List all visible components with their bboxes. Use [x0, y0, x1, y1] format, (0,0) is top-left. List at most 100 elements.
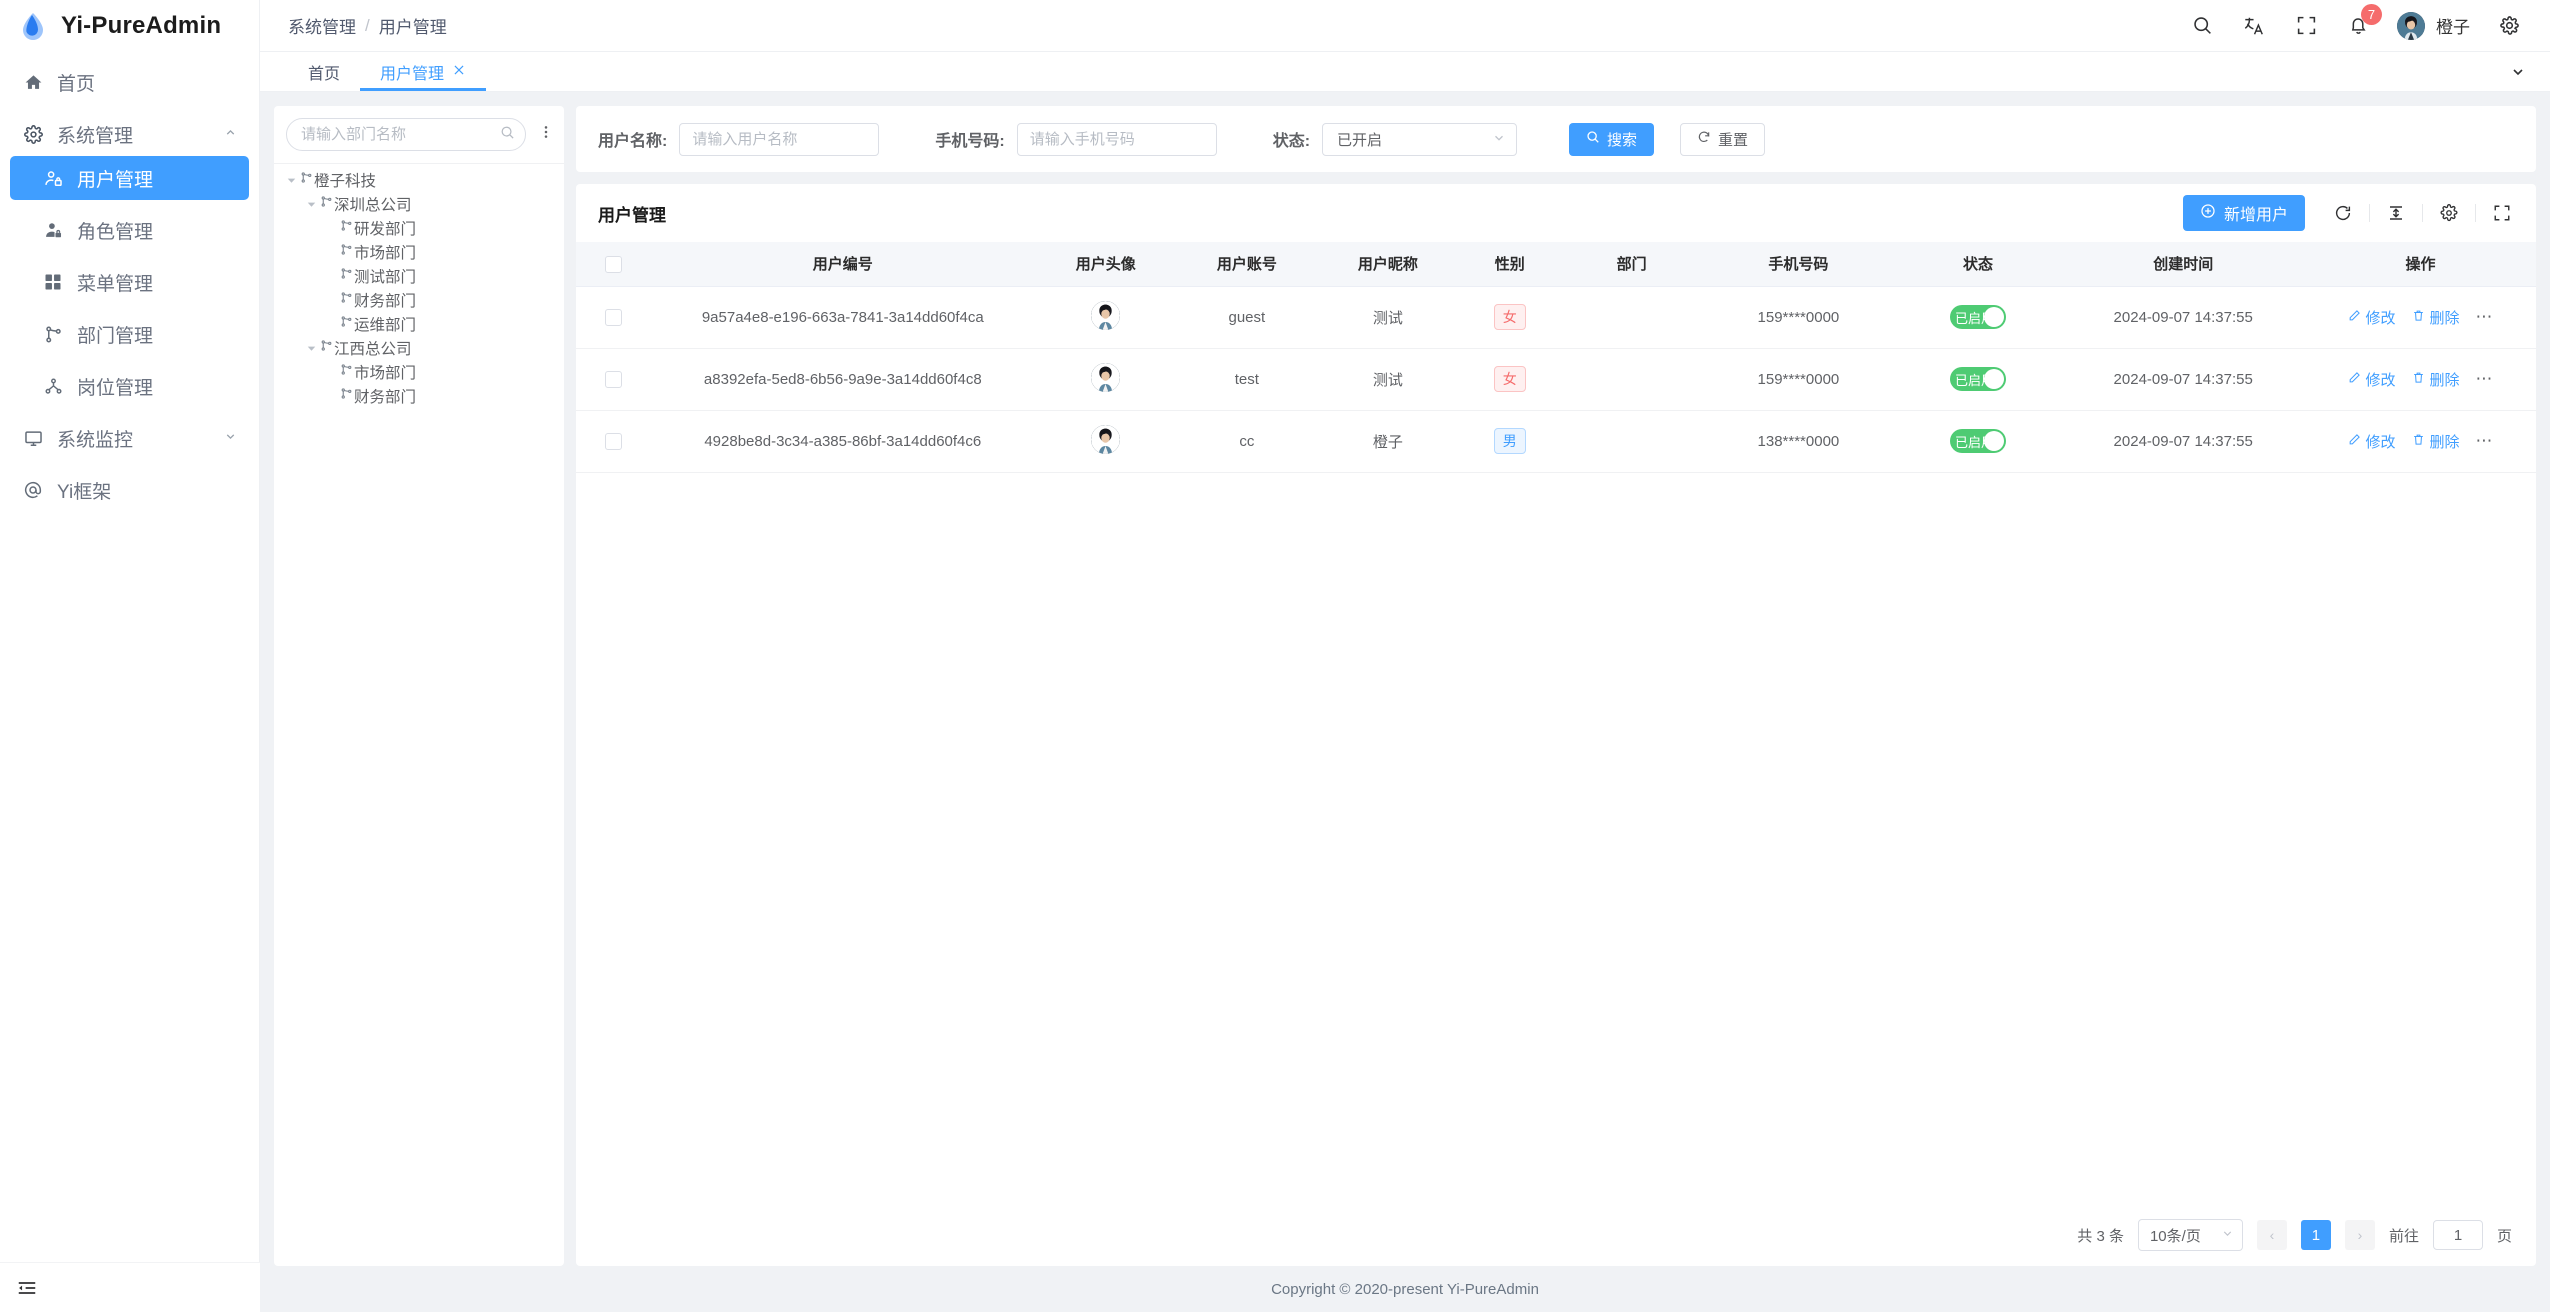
- sidebar-item-monitor[interactable]: 系统监控: [0, 416, 259, 460]
- sidebar-item-menu-management[interactable]: 菜单管理: [0, 260, 259, 304]
- status-toggle[interactable]: 已启用: [1949, 367, 2006, 391]
- th-phone[interactable]: 手机号码: [1702, 242, 1895, 287]
- sidebar-item-system[interactable]: 系统管理: [0, 112, 259, 156]
- row-select-cell: [576, 348, 651, 411]
- tree-node[interactable]: 江西总公司: [274, 338, 564, 358]
- prev-page-button[interactable]: ‹: [2256, 1220, 2287, 1250]
- filter-phone-label: 手机号码:: [935, 133, 1005, 150]
- sidebar-item-label: Yi框架: [57, 481, 112, 503]
- breadcrumb-item-parent[interactable]: 系统管理: [288, 18, 356, 37]
- tab-user-management[interactable]: 用户管理: [360, 52, 487, 91]
- fullscreen-icon[interactable]: [2293, 13, 2319, 39]
- cell-phone: 159****0000: [1702, 348, 1895, 411]
- th-account[interactable]: 用户账号: [1176, 242, 1318, 287]
- tree-node[interactable]: 财务部门: [274, 386, 564, 406]
- bell-icon[interactable]: 7: [2345, 3, 2382, 39]
- delete-label: 删除: [2429, 371, 2460, 389]
- status-toggle[interactable]: 已启用: [1949, 429, 2006, 453]
- edit-button[interactable]: 修改: [2348, 431, 2396, 452]
- phone-field[interactable]: [1029, 130, 1204, 148]
- th-avatar[interactable]: 用户头像: [1035, 242, 1177, 287]
- th-user-id[interactable]: 用户编号: [650, 242, 1036, 287]
- row-checkbox[interactable]: [604, 308, 622, 326]
- dept-search-field[interactable]: [301, 126, 500, 143]
- sidebar-item-yi-framework[interactable]: Yi框架: [0, 468, 259, 512]
- row-checkbox[interactable]: [604, 370, 622, 388]
- row-checkbox[interactable]: [604, 432, 622, 450]
- select-all-checkbox[interactable]: [604, 255, 622, 273]
- dept-search-input[interactable]: [286, 118, 526, 151]
- close-icon[interactable]: [452, 63, 466, 81]
- username-field[interactable]: [692, 130, 867, 148]
- edit-button[interactable]: 修改: [2348, 369, 2396, 390]
- tree-node[interactable]: 橙子科技: [274, 170, 564, 190]
- more-actions-icon[interactable]: ⋯: [2475, 369, 2494, 388]
- add-user-button[interactable]: 新增用户: [2182, 195, 2305, 231]
- translate-icon[interactable]: [2241, 13, 2267, 39]
- th-dept[interactable]: 部门: [1561, 242, 1703, 287]
- refresh-icon[interactable]: [2331, 201, 2355, 225]
- search-icon[interactable]: [2189, 13, 2215, 39]
- search-button[interactable]: 搜索: [1569, 122, 1655, 156]
- jump-page-input[interactable]: [2432, 1220, 2483, 1250]
- more-actions-icon[interactable]: ⋯: [2475, 431, 2494, 450]
- sidebar-item-role-management[interactable]: 角色管理: [0, 208, 259, 252]
- user-menu[interactable]: 橙子: [2397, 11, 2470, 40]
- tree-node[interactable]: 运维部门: [274, 314, 564, 334]
- trash-icon: [2412, 309, 2425, 326]
- fullscreen-icon[interactable]: [2490, 201, 2514, 225]
- delete-button[interactable]: 删除: [2412, 307, 2460, 328]
- th-status[interactable]: 状态: [1894, 242, 2062, 287]
- tab-home[interactable]: 首页: [288, 52, 360, 91]
- branch-icon: [340, 243, 353, 261]
- page-size-select[interactable]: 10条/页: [2137, 1219, 2243, 1251]
- cell-user-id: a8392efa-5ed8-6b56-9a9e-3a14dd60f4c8: [650, 348, 1036, 411]
- brand-logo[interactable]: Yi-PureAdmin: [0, 0, 259, 52]
- sidebar-item-user-management[interactable]: 用户管理: [10, 156, 249, 200]
- column-settings-icon[interactable]: [2437, 201, 2461, 225]
- tree-node[interactable]: 研发部门: [274, 218, 564, 238]
- delete-button[interactable]: 删除: [2412, 431, 2460, 452]
- tab-overflow-button[interactable]: [2510, 52, 2550, 91]
- sidebar-collapse-icon[interactable]: [0, 1262, 260, 1312]
- next-page-button[interactable]: ›: [2344, 1220, 2375, 1250]
- chevron-expanded-icon[interactable]: [282, 176, 300, 185]
- th-created[interactable]: 创建时间: [2061, 242, 2306, 287]
- delete-button[interactable]: 删除: [2412, 369, 2460, 390]
- density-icon[interactable]: [2384, 201, 2408, 225]
- table-row[interactable]: a8392efa-5ed8-6b56-9a9e-3a14dd60f4c8: [576, 348, 2536, 411]
- chevron-expanded-icon[interactable]: [302, 200, 320, 209]
- plus-circle-icon: [2200, 203, 2216, 224]
- tree-node[interactable]: 市场部门: [274, 362, 564, 382]
- sidebar-item-home[interactable]: 首页: [0, 60, 259, 104]
- monitor-icon: [22, 427, 44, 449]
- chevron-expanded-icon[interactable]: [302, 344, 320, 353]
- tree-node[interactable]: 财务部门: [274, 290, 564, 310]
- phone-input[interactable]: [1016, 122, 1217, 156]
- th-nickname[interactable]: 用户昵称: [1317, 242, 1459, 287]
- more-actions-icon[interactable]: ⋯: [2475, 307, 2494, 326]
- edit-button[interactable]: 修改: [2348, 307, 2396, 328]
- tree-node[interactable]: 市场部门: [274, 242, 564, 262]
- status-toggle[interactable]: 已启用: [1949, 305, 2006, 329]
- tree-node-label: 财务部门: [354, 293, 417, 310]
- reset-button[interactable]: 重置: [1680, 122, 1766, 156]
- table-row[interactable]: 4928be8d-3c34-a385-86bf-3a14dd60f4c6: [576, 410, 2536, 473]
- role-user-icon: [42, 219, 64, 241]
- trash-icon: [2412, 433, 2425, 450]
- avatar: [2397, 11, 2425, 40]
- th-gender[interactable]: 性别: [1458, 242, 1562, 287]
- branch-icon: [320, 339, 333, 357]
- sidebar-item-dept-management[interactable]: 部门管理: [0, 312, 259, 356]
- status-select[interactable]: 已开启: [1322, 122, 1518, 156]
- tree-node[interactable]: 深圳总公司: [274, 194, 564, 214]
- settings-gear-icon[interactable]: [2496, 13, 2522, 39]
- toggle-knob: [1983, 307, 2004, 327]
- page-number-1[interactable]: 1: [2300, 1220, 2331, 1250]
- sidebar-item-position-management[interactable]: 岗位管理: [0, 364, 259, 408]
- tree-node[interactable]: 测试部门: [274, 266, 564, 286]
- more-vertical-icon[interactable]: [532, 123, 560, 146]
- table-row[interactable]: 9a57a4e8-e196-663a-7841-3a14dd60f4ca: [576, 286, 2536, 349]
- username-input[interactable]: [679, 122, 880, 156]
- refresh-icon: [1697, 130, 1711, 148]
